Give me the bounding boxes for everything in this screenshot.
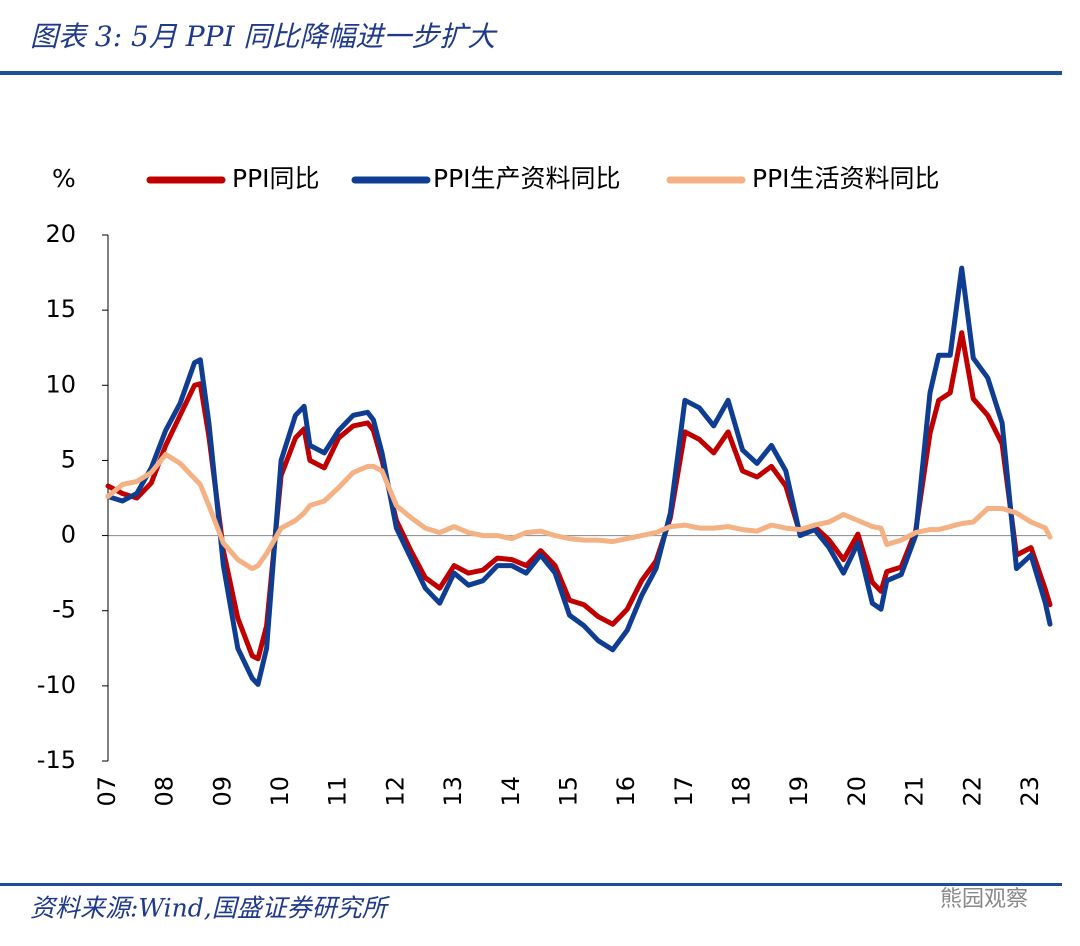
footer-rule [0, 883, 1062, 886]
y-axis-label: % [52, 164, 76, 193]
y-tick-label: 5 [61, 445, 76, 473]
x-tick-label: 23 [1016, 776, 1044, 807]
series-line [105, 265, 1053, 687]
x-tick-label: 21 [901, 776, 929, 807]
x-tick-label: 10 [266, 776, 294, 807]
x-tick-label: 20 [843, 776, 871, 807]
chart-title: 图表 3: 5月 PPI 同比降幅进一步扩大 [30, 20, 498, 53]
title-rule [0, 71, 1062, 75]
y-tick-label: 15 [45, 295, 76, 323]
x-tick-label: 08 [151, 776, 179, 807]
series-line [105, 451, 1053, 572]
x-tick-label: 22 [958, 776, 986, 807]
y-tick-label: -15 [37, 746, 76, 774]
x-tick-label: 15 [554, 776, 582, 807]
y-tick-label: -10 [37, 671, 76, 699]
source: 资料来源:Wind,国盛证券研究所 [30, 894, 391, 923]
x-tick-label: 17 [670, 776, 698, 807]
y-tick-label: 20 [45, 220, 76, 248]
x-tick-label: 14 [497, 776, 525, 807]
x-tick-label: 07 [93, 776, 121, 807]
x-tick-label: 11 [324, 776, 352, 807]
y-tick-label: 10 [45, 370, 76, 398]
x-tick-label: 13 [439, 776, 467, 807]
legend-label: PPI同比 [232, 164, 320, 193]
watermark: 熊园观察 [940, 887, 1028, 912]
x-tick-label: 12 [381, 776, 409, 807]
x-tick-label: 18 [728, 776, 756, 807]
legend-label: PPI生活资料同比 [752, 164, 940, 193]
x-tick-label: 19 [785, 776, 813, 807]
x-tick-label: 09 [208, 776, 236, 807]
y-tick-label: -5 [52, 596, 76, 624]
y-tick-label: 0 [61, 521, 76, 549]
legend-label: PPI生产资料同比 [433, 164, 621, 193]
series-line [105, 330, 1053, 662]
x-tick-label: 16 [612, 776, 640, 807]
